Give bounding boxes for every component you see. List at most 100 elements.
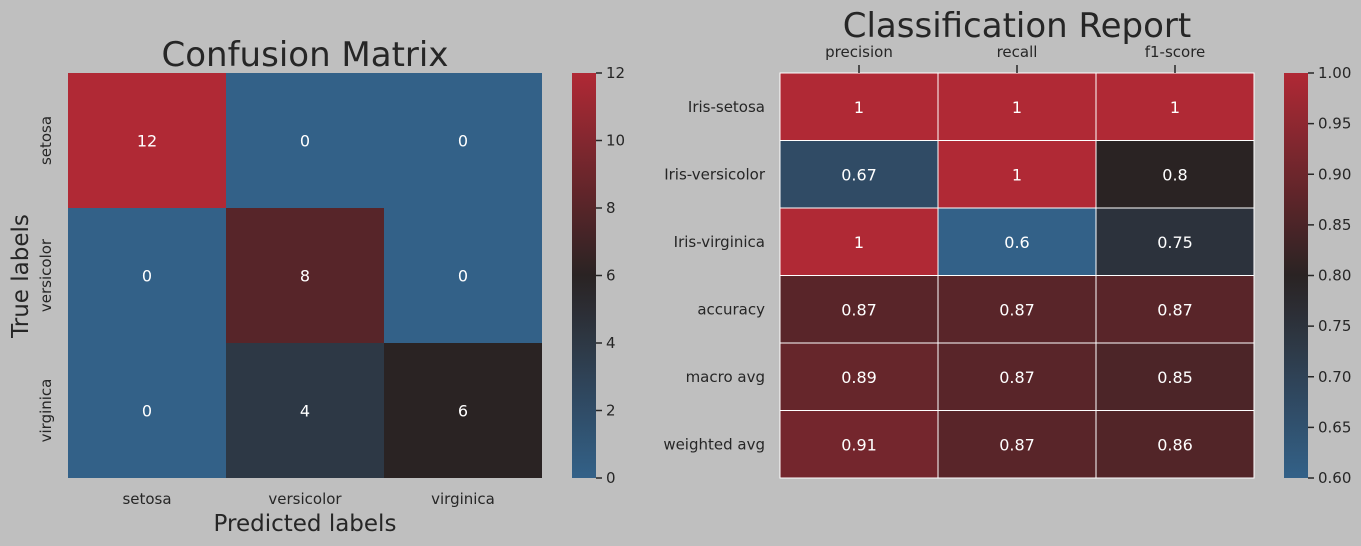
colorbar-tick-label: 1.00 bbox=[1318, 64, 1351, 82]
heatmap-cell bbox=[937, 72, 1097, 141]
cell-value-label: 1 bbox=[854, 98, 864, 117]
heatmap-cell bbox=[937, 140, 1097, 209]
heatmap-cell bbox=[1095, 410, 1255, 479]
cell-value-label: 0.87 bbox=[999, 300, 1035, 319]
cell-value-label: 0 bbox=[142, 267, 152, 286]
colorbar-gradient bbox=[1284, 73, 1308, 478]
confusion-matrix-x-axis-label: Predicted labels bbox=[214, 511, 397, 537]
y-tick-label: virginica bbox=[37, 379, 55, 443]
heatmap-cell bbox=[226, 73, 384, 208]
heatmap-cell bbox=[937, 410, 1097, 479]
confusion-matrix-colorbar: 0 2 4 6 8 10 12 bbox=[572, 64, 625, 487]
cell-value-label: 0 bbox=[300, 132, 310, 151]
heatmap-cell bbox=[1095, 342, 1255, 411]
heatmap-cell bbox=[779, 140, 939, 209]
colorbar-tick-label: 0.70 bbox=[1318, 368, 1351, 386]
y-tick-label: accuracy bbox=[697, 300, 765, 318]
cell-value-label: 0.75 bbox=[1157, 233, 1193, 252]
colorbar-tick-label: 0.85 bbox=[1318, 216, 1351, 234]
y-tick-label: Iris-virginica bbox=[674, 233, 765, 251]
confusion-matrix-chart: Confusion Matrix Predicted labels True l… bbox=[8, 35, 625, 537]
heatmap-cell bbox=[779, 72, 939, 141]
colorbar-tick-label: 8 bbox=[606, 199, 616, 217]
cell-value-label: 1 bbox=[1012, 98, 1022, 117]
cell-value-label: 0 bbox=[458, 267, 468, 286]
cell-value-label: 1 bbox=[854, 233, 864, 252]
cell-value-label: 12 bbox=[137, 132, 157, 151]
confusion-matrix-cells: 12 0 0 0 8 0 0 4 6 bbox=[68, 73, 542, 478]
heatmap-cell bbox=[779, 410, 939, 479]
cell-value-label: 1 bbox=[1170, 98, 1180, 117]
heatmap-cell bbox=[1095, 72, 1255, 141]
cell-value-label: 0.87 bbox=[999, 368, 1035, 387]
y-tick-label: versicolor bbox=[37, 238, 55, 312]
y-tick-label: setosa bbox=[37, 116, 55, 165]
classification-report-colorbar: 0.60 0.65 0.70 0.75 0.80 0.85 0.90 0.95 1.00 bbox=[1284, 64, 1351, 487]
cell-value-label: 0.91 bbox=[841, 435, 877, 454]
cell-value-label: 0 bbox=[142, 402, 152, 421]
cell-value-label: 0.85 bbox=[1157, 368, 1193, 387]
cell-value-label: 0 bbox=[458, 132, 468, 151]
heatmap-cell bbox=[384, 343, 542, 478]
colorbar-tick-label: 0.65 bbox=[1318, 418, 1351, 436]
heatmap-cell bbox=[779, 275, 939, 344]
x-tick-label: versicolor bbox=[268, 490, 342, 508]
cell-value-label: 0.6 bbox=[1004, 233, 1029, 252]
x-tick-label: setosa bbox=[122, 490, 171, 508]
confusion-matrix-title: Confusion Matrix bbox=[162, 35, 449, 75]
colorbar-tick-label: 0.95 bbox=[1318, 115, 1351, 133]
classification-report-chart: Classification Report 1 1 1 0.67 1 0.8 1 0.6 0.7… bbox=[663, 6, 1351, 487]
colorbar-tick-label: 0.90 bbox=[1318, 165, 1351, 183]
y-tick-label: Iris-versicolor bbox=[664, 165, 766, 183]
colorbar-tick-label: 0.75 bbox=[1318, 317, 1351, 335]
colorbar-tick-label: 2 bbox=[606, 402, 616, 420]
cell-value-label: 1 bbox=[1012, 165, 1022, 184]
y-tick-label: weighted avg bbox=[663, 435, 765, 453]
colorbar-tick-label: 0.80 bbox=[1318, 267, 1351, 285]
x-tick-label: virginica bbox=[431, 490, 495, 508]
heatmap-cell bbox=[779, 342, 939, 411]
heatmap-cell bbox=[68, 73, 226, 208]
cell-value-label: 0.8 bbox=[1162, 165, 1187, 184]
colorbar-tick-label: 0.60 bbox=[1318, 469, 1351, 487]
cell-value-label: 8 bbox=[300, 267, 310, 286]
y-tick-label: Iris-setosa bbox=[688, 98, 765, 116]
confusion-matrix-y-axis-label: True labels bbox=[8, 214, 34, 339]
cell-value-label: 6 bbox=[458, 402, 468, 421]
heatmap-cell bbox=[779, 207, 939, 276]
x-tick-label: f1-score bbox=[1145, 43, 1206, 61]
cell-value-label: 0.87 bbox=[999, 435, 1035, 454]
heatmap-cell bbox=[937, 342, 1097, 411]
y-tick-label: macro avg bbox=[686, 368, 765, 386]
colorbar-tick-label: 10 bbox=[606, 132, 625, 150]
cell-value-label: 4 bbox=[300, 402, 310, 421]
heatmap-cell bbox=[1095, 207, 1255, 276]
cell-value-label: 0.67 bbox=[841, 165, 877, 184]
classification-report-ticks: precision recall f1-score Iris-setosa Iris-v… bbox=[663, 43, 1205, 453]
heatmap-cell bbox=[68, 343, 226, 478]
heatmap-cell bbox=[1095, 140, 1255, 209]
heatmap-cell bbox=[384, 208, 542, 343]
heatmap-cell bbox=[1095, 275, 1255, 344]
cell-value-label: 0.86 bbox=[1157, 435, 1193, 454]
heatmap-cell bbox=[937, 207, 1097, 276]
heatmap-cell bbox=[384, 73, 542, 208]
colorbar-tick-label: 6 bbox=[606, 267, 616, 285]
heatmap-cell bbox=[226, 343, 384, 478]
heatmap-cell bbox=[937, 275, 1097, 344]
cell-value-label: 0.87 bbox=[1157, 300, 1193, 319]
colorbar-tick-label: 0 bbox=[606, 469, 616, 487]
classification-report-title: Classification Report bbox=[843, 6, 1191, 46]
cell-value-label: 0.87 bbox=[841, 300, 877, 319]
colorbar-tick-label: 12 bbox=[606, 64, 625, 82]
cell-value-label: 0.89 bbox=[841, 368, 877, 387]
heatmap-cell bbox=[68, 208, 226, 343]
classification-report-cells: 1 1 1 0.67 1 0.8 1 0.6 0.75 0.87 0.87 0.87 0.89 0.87 0… bbox=[779, 72, 1255, 479]
x-tick-label: precision bbox=[825, 43, 893, 61]
colorbar-gradient bbox=[572, 73, 596, 478]
heatmap-cell bbox=[226, 208, 384, 343]
confusion-matrix-ticks: setosa versicolor virginica setosa versicolo… bbox=[37, 116, 495, 508]
colorbar-tick-label: 4 bbox=[606, 334, 616, 352]
